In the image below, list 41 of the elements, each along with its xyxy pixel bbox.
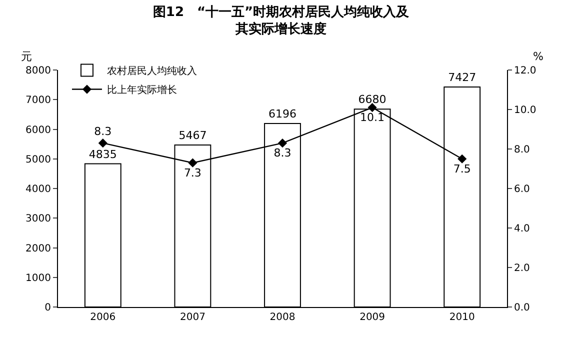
y-tick-label: 3000 (26, 214, 51, 225)
x-tick-label: 2007 (180, 312, 206, 323)
y2-tick-label: 12.0 (514, 66, 536, 76)
x-tick-label: 2009 (360, 312, 386, 323)
y2-axis-title: % (533, 50, 544, 63)
y2-tick-label: 8.0 (514, 144, 530, 156)
data-label: 7427 (448, 70, 476, 84)
data-label: 7.5 (453, 162, 471, 176)
point (278, 138, 288, 148)
x-tick-label: 2006 (90, 312, 116, 323)
legend-label: 农村居民人均纯收入 (106, 65, 197, 78)
y-tick-label: 4000 (26, 184, 51, 195)
y-tick-label: 7000 (26, 95, 51, 106)
data-label: 8.3 (274, 146, 292, 160)
y-tick-label: 2000 (26, 243, 51, 254)
y-axis-title: 元 (21, 50, 32, 63)
data-label: 4835 (88, 148, 117, 161)
y-tick-label: 6000 (26, 124, 51, 136)
data-label: 5467 (178, 129, 207, 142)
y-tick-label: 1000 (26, 272, 51, 284)
y2-tick-label: 10.0 (514, 105, 536, 116)
point (458, 154, 467, 164)
point (98, 138, 108, 148)
y-tick-label: 8000 (26, 66, 51, 76)
y2-tick-label: 4.0 (514, 224, 530, 234)
point (368, 102, 377, 112)
data-label: 8.3 (94, 124, 112, 138)
data-label: 10.1 (360, 111, 385, 124)
y2-tick-label: 0.0 (514, 302, 530, 314)
data-label: 6680 (358, 93, 386, 106)
legend-label: 比上年实际增长 (106, 84, 177, 96)
y2-tick-label: 2.0 (514, 263, 530, 274)
y-tick-label: 5000 (26, 154, 51, 166)
point (188, 158, 198, 168)
chart-title: 图12 “十一五”时期农村居民人均纯收入及其实际增长速度 (152, 4, 410, 38)
x-tick-label: 2010 (449, 312, 475, 323)
data-label: 6196 (268, 107, 296, 120)
y2-tick-label: 6.0 (514, 184, 530, 195)
data-label: 7.3 (184, 166, 202, 180)
x-tick-label: 2008 (270, 312, 296, 323)
y-tick-label: 0 (44, 302, 51, 314)
